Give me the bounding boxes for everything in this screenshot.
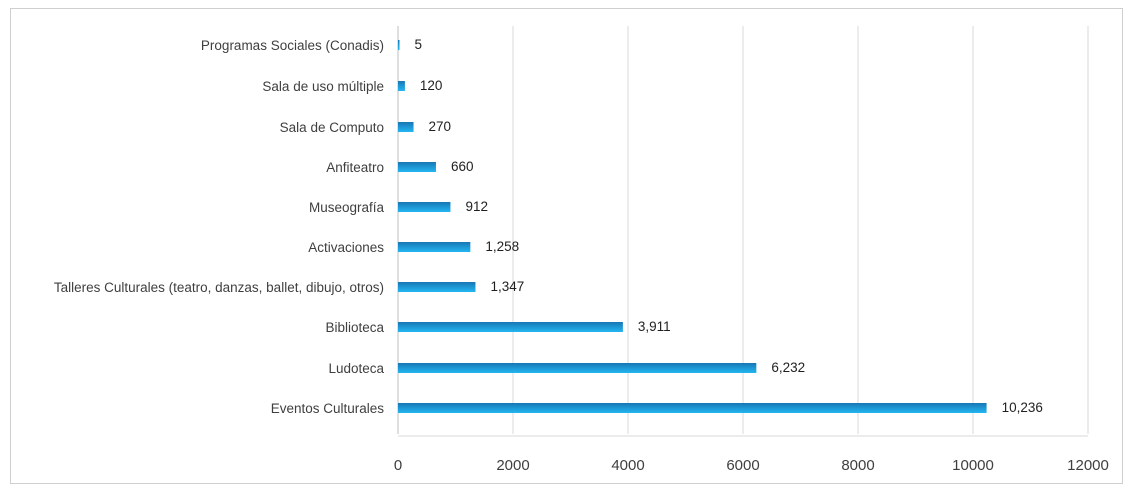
x-tick-label: 0 — [394, 457, 402, 474]
bar — [398, 162, 436, 172]
tick-layer: 0 2000 4000 6000 8000 10000 12000 — [394, 457, 1109, 474]
category-label: Programas Sociales (Conadis) — [201, 38, 384, 53]
bar — [398, 322, 623, 332]
data-label: 10,236 — [1002, 400, 1043, 415]
category-label: Activaciones — [308, 240, 384, 255]
bar — [398, 122, 414, 132]
category-label: Anfiteatro — [326, 160, 384, 175]
data-label: 270 — [429, 119, 452, 134]
x-tick-label: 10000 — [952, 457, 994, 474]
bar — [398, 403, 987, 413]
data-label: 660 — [451, 159, 474, 174]
data-label: 6,232 — [771, 360, 805, 375]
grid-layer — [397, 26, 1089, 437]
bar-layer — [398, 40, 987, 413]
category-label: Sala de uso múltiple — [262, 79, 384, 94]
data-label: 1,258 — [485, 239, 519, 254]
bar — [398, 40, 400, 50]
x-tick-label: 4000 — [611, 457, 644, 474]
category-label: Museografía — [309, 200, 385, 215]
category-label: Sala de Computo — [280, 120, 384, 135]
x-tick-label: 6000 — [726, 457, 759, 474]
bar — [398, 282, 476, 292]
data-label: 5 — [415, 37, 423, 52]
category-label: Biblioteca — [325, 320, 384, 335]
bar — [398, 242, 471, 252]
category-label: Eventos Culturales — [271, 401, 385, 416]
x-tick-label: 8000 — [841, 457, 874, 474]
bar — [398, 202, 451, 212]
x-tick-label: 12000 — [1067, 457, 1109, 474]
label-layer: Programas Sociales (Conadis) 5 Sala de uso… — [54, 37, 1043, 416]
bar — [398, 363, 757, 373]
data-label: 120 — [420, 78, 443, 93]
category-label: Talleres Culturales (teatro, danzas, bal… — [54, 280, 384, 295]
data-label: 912 — [465, 199, 488, 214]
data-label: 1,347 — [490, 279, 524, 294]
bar — [398, 81, 405, 91]
data-label: 3,911 — [638, 319, 671, 334]
x-tick-label: 2000 — [496, 457, 529, 474]
category-label: Ludoteca — [328, 361, 384, 376]
